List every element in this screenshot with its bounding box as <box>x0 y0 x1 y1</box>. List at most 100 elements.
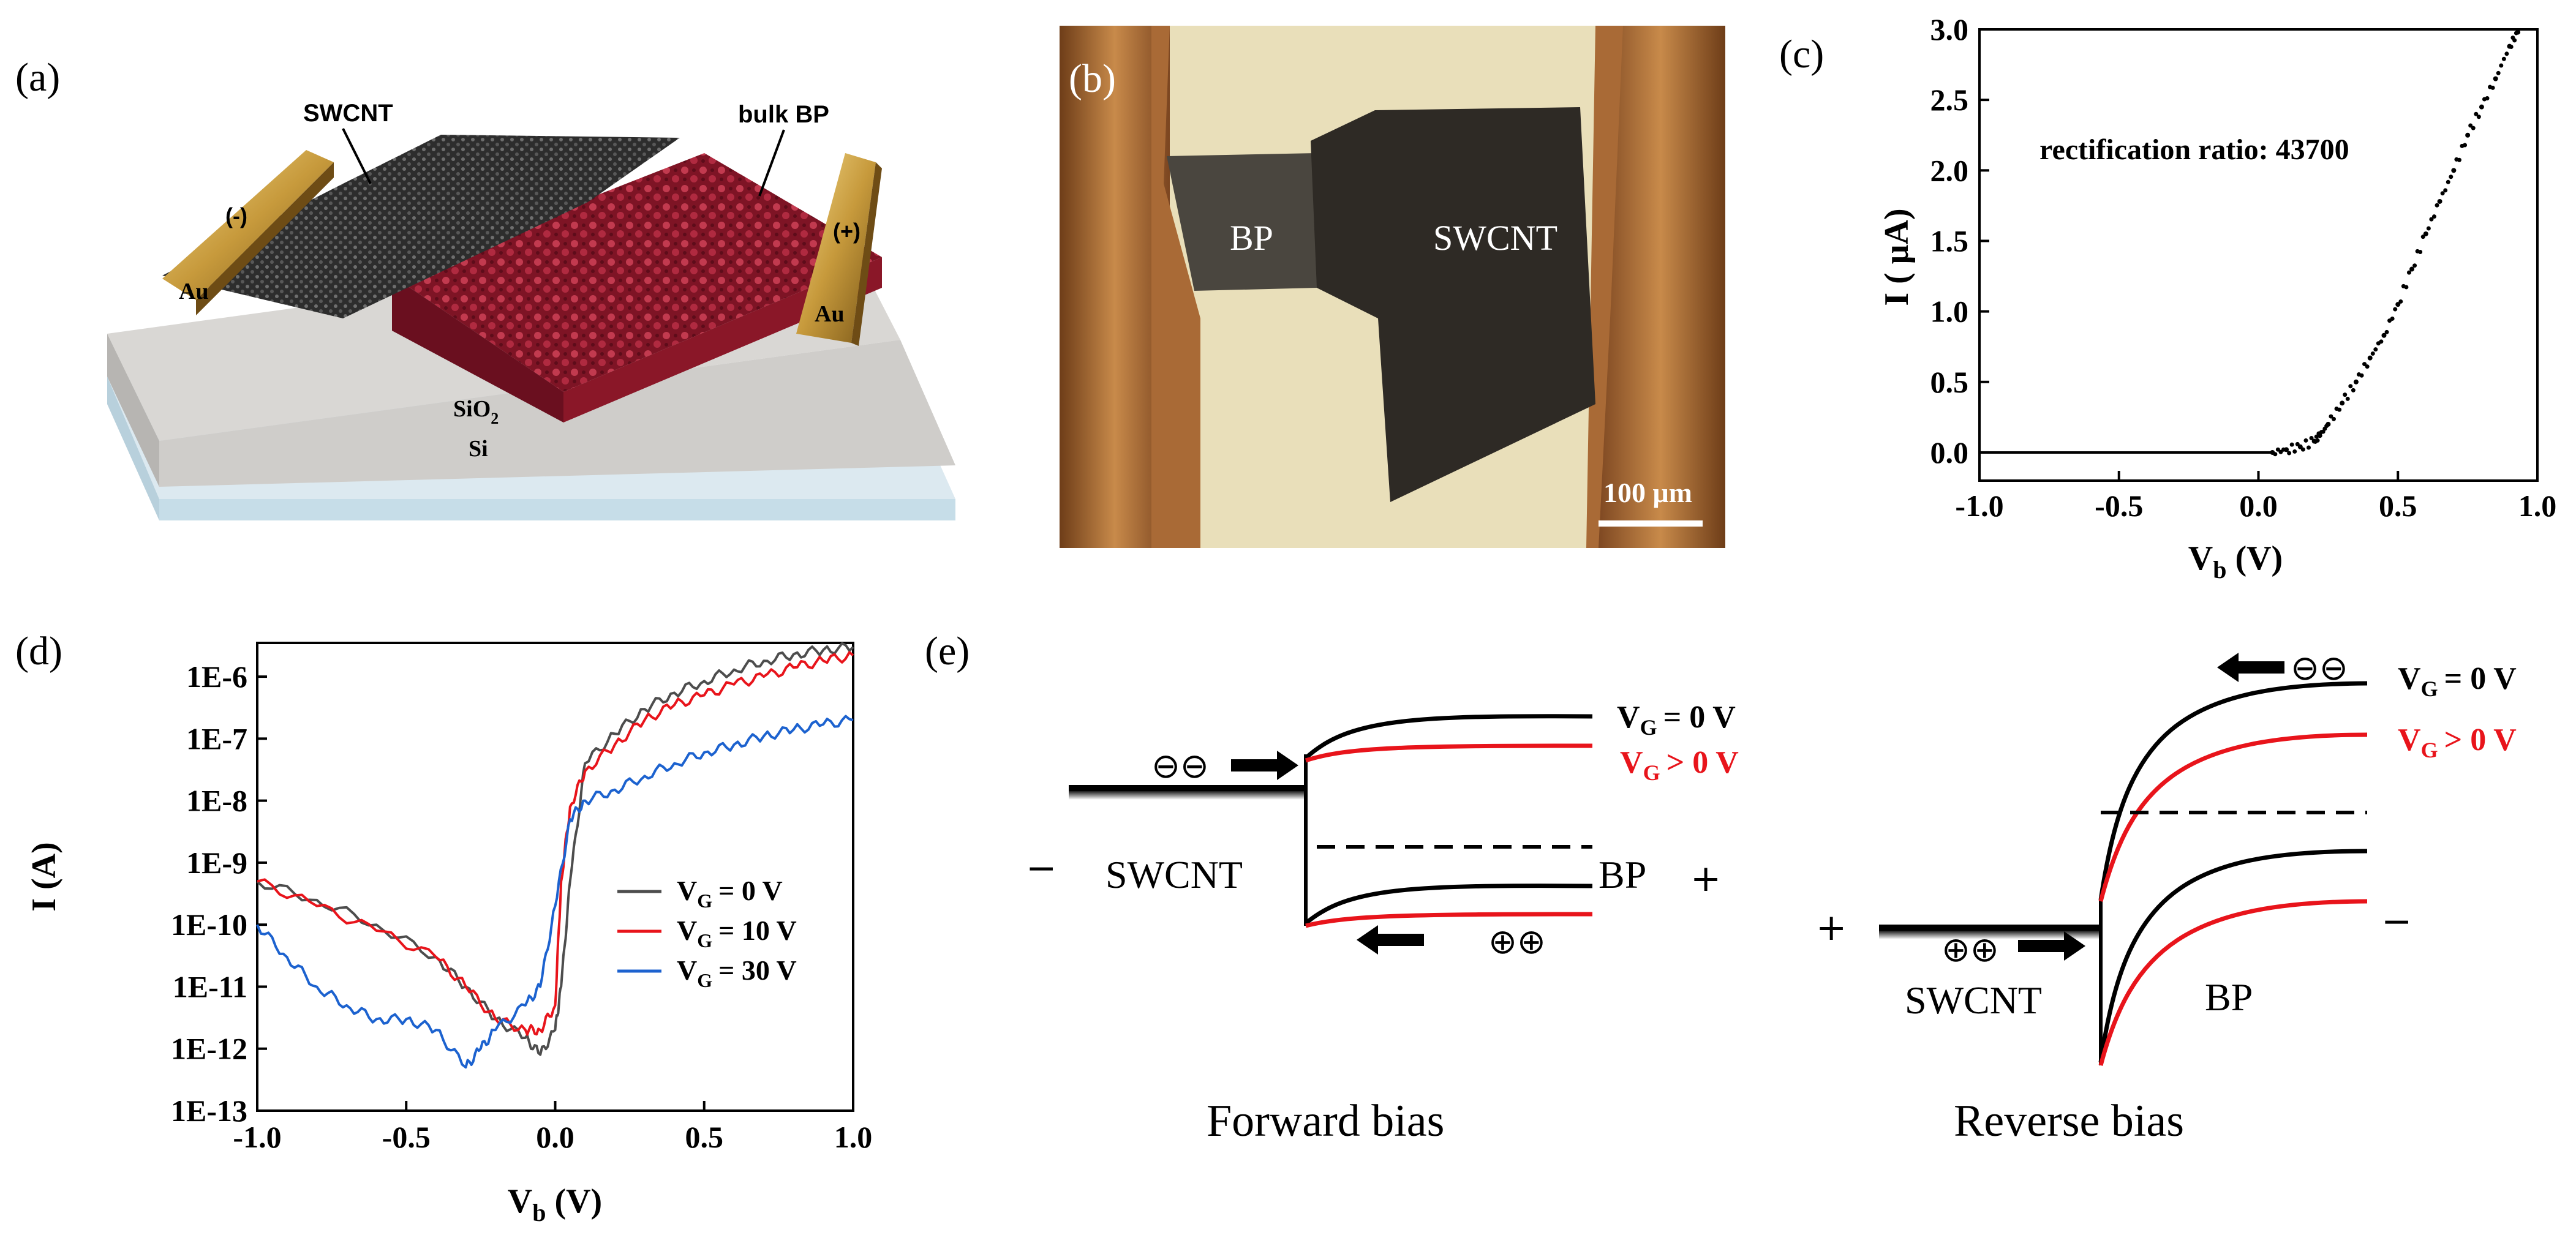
data-point <box>2412 263 2417 268</box>
plot-frame <box>1978 28 2539 482</box>
au-electrode-right-side <box>851 162 882 346</box>
data-point <box>2501 56 2506 61</box>
data-point <box>2340 400 2345 406</box>
data-point <box>2297 444 2303 449</box>
data-point <box>2476 114 2481 119</box>
data-point <box>2379 339 2384 344</box>
x-tick-label: 1.0 <box>834 1120 873 1154</box>
data-point <box>2418 250 2423 255</box>
electrons: ⊖⊖ <box>1151 746 1209 786</box>
cb-vg0 <box>1304 714 1593 760</box>
data-point <box>2463 143 2468 148</box>
label-au-right: Au <box>815 301 845 327</box>
cb-vg0 <box>2098 681 2368 901</box>
data-point <box>2420 235 2425 239</box>
vb-vg0 <box>2098 849 2368 1063</box>
sio2-layer-side <box>107 334 159 487</box>
swcnt-fermi-shadow <box>1879 931 2100 939</box>
electron-arrow-left <box>2217 653 2284 682</box>
x-tick-label: 0.5 <box>2379 489 2417 523</box>
data-point <box>2451 168 2457 173</box>
label-swcnt: SWCNT <box>1905 978 2042 1022</box>
x-axis-label: Vb (V) <box>508 1182 602 1226</box>
panel-label-b: (b) <box>1069 56 1116 101</box>
plus-sign: + <box>1690 857 1721 900</box>
au-electrode-left <box>162 150 334 300</box>
y-tick-label: 1E-12 <box>171 1032 247 1066</box>
legend-vgp: VG > 0 V <box>2398 723 2517 762</box>
swcnt-film <box>1311 107 1595 502</box>
data-point <box>2446 179 2450 184</box>
data-point <box>2359 373 2364 378</box>
y-tick-label: 1E-11 <box>173 969 247 1004</box>
y-axis-label: I ( μA) <box>1878 208 1916 306</box>
swcnt-sheet <box>162 135 680 318</box>
hole-arrow-right <box>2018 931 2085 961</box>
data-point <box>2509 44 2514 49</box>
data-point <box>2465 132 2471 138</box>
x-tick-label: 0.5 <box>685 1120 724 1154</box>
data-point <box>2315 438 2320 443</box>
minus-sign: − <box>2381 900 2412 943</box>
label-bp: BP <box>2205 975 2253 1019</box>
reverse-bias-title: Reverse bias <box>1954 1096 2184 1146</box>
swcnt-fermi-level <box>1069 785 1305 791</box>
data-point <box>2468 123 2473 128</box>
cb-vgp <box>2098 732 2368 902</box>
data-point <box>2423 231 2428 236</box>
y-tick-label: 1E-6 <box>186 659 247 694</box>
label-swcnt: SWCNT <box>1433 218 1557 258</box>
forward-bias-band-diagram: ⊖⊖ ⊕⊕ VG = 0 V VG > 0 V − SWCNT BP + Forwa… <box>1026 700 1739 1146</box>
data-point <box>2435 203 2439 208</box>
plus-sign: + <box>1816 906 1847 949</box>
data-point <box>2278 449 2283 454</box>
legend: VG = 0 VVG = 10 VVG = 30 V <box>617 875 797 991</box>
panel-d-iv-log-chart: -1.0 -0.5 0.0 0.5 1.0 1E-6 1E-7 1E-8 1E-9 1E-10 1E… <box>25 642 873 1226</box>
x-tick-label: -1.0 <box>1955 489 2003 523</box>
rectification-annotation: rectification ratio: 43700 <box>2039 133 2349 166</box>
scale-bar-label: 100 μm <box>1603 477 1692 508</box>
data-point <box>2437 198 2442 204</box>
data-point <box>2329 414 2333 419</box>
vb-vg0 <box>1304 884 1593 925</box>
y-axis-label: I (A) <box>25 842 63 912</box>
y-tick-label: 2.0 <box>1930 153 1969 187</box>
label-negative: (-) <box>225 203 247 228</box>
data-point <box>2443 188 2448 193</box>
scale-bar <box>1599 520 1703 527</box>
holes: ⊕⊕ <box>1488 922 1546 962</box>
data-point <box>2471 126 2476 130</box>
legend-label-2: VG = 30 V <box>677 955 797 991</box>
swcnt-pointer <box>342 128 372 184</box>
data-point <box>2479 104 2484 110</box>
data-point <box>2504 51 2509 56</box>
data-point <box>2303 438 2308 443</box>
data-point <box>2337 407 2342 412</box>
series-line-2 <box>256 715 854 1069</box>
x-tick-label: 0.0 <box>536 1120 574 1154</box>
electrons: ⊖⊖ <box>2291 648 2348 688</box>
bp-flake <box>1167 153 1317 291</box>
legend-vg0: VG = 0 V <box>1617 700 1736 740</box>
panel-label-e: (e) <box>925 629 970 674</box>
data-point <box>2300 447 2305 452</box>
data-point <box>2317 433 2322 438</box>
data-point <box>2326 421 2331 427</box>
swcnt-fermi-shadow <box>1069 791 1305 800</box>
data-point <box>2284 447 2289 452</box>
data-point <box>2457 157 2461 162</box>
label-sio2: SiO2 <box>453 396 499 427</box>
y-tick-label: 1.0 <box>1930 295 1969 329</box>
series-line-1 <box>257 651 854 1036</box>
data-point <box>2275 447 2280 452</box>
au-electrode-right <box>796 153 876 343</box>
legend-vgp: VG > 0 V <box>1620 745 1739 785</box>
y-tick-label: 2.5 <box>1930 83 1969 117</box>
y-tick-label: 3.0 <box>1930 12 1969 47</box>
data-point <box>2440 191 2445 196</box>
data-point <box>2384 329 2389 334</box>
label-si: Si <box>469 436 488 462</box>
y-tick-label: 0.0 <box>1930 435 1969 470</box>
label-bp: BP <box>1230 218 1273 258</box>
